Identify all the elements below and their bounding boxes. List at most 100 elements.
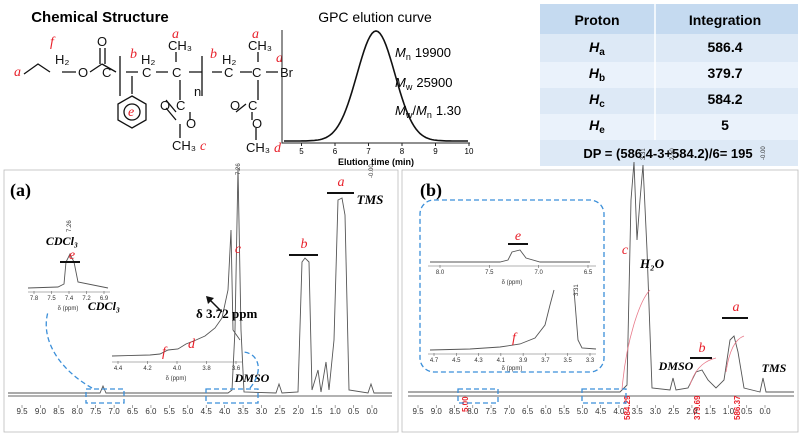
gpc-stat: Mw/Mn 1.30: [395, 103, 461, 120]
table-cell: Hb: [589, 65, 605, 84]
solvent: H₂O: [639, 256, 665, 271]
tick-label: 4.5: [452, 358, 461, 364]
atom: H₂: [55, 52, 69, 67]
zoom-box: [581, 388, 627, 404]
peak-letter: b: [699, 341, 706, 356]
peak-letter: c: [622, 243, 629, 258]
tick-label: 3.6: [232, 366, 241, 372]
tick-label: 5.5: [164, 407, 176, 416]
peak-letter: f: [162, 345, 168, 360]
tick-label: 6: [333, 147, 338, 156]
tick-label: 5.5: [559, 407, 571, 416]
proton-sub: b: [599, 73, 605, 84]
inset-spectrum: [429, 289, 597, 351]
atom: CH₃: [246, 140, 270, 155]
tick-label: 8.5: [449, 407, 461, 416]
integral: 586.37: [733, 395, 742, 420]
proton-letter: a: [276, 51, 283, 66]
table-cell: 379.7: [707, 65, 742, 81]
peak-label: -0.00: [369, 164, 375, 178]
panel-label: (b): [420, 180, 442, 201]
phenyl: [117, 95, 147, 129]
proton-letter: a: [14, 65, 21, 80]
tick-label: 4.3: [474, 358, 483, 364]
peak-letter: a: [338, 175, 345, 190]
tick-label: 7.8: [30, 296, 39, 302]
tick-label: 7.5: [485, 270, 494, 276]
proton-symbol: H: [589, 65, 600, 81]
atom: C: [252, 65, 261, 80]
peak-letter: a: [733, 300, 740, 315]
peak-letter: e: [515, 229, 521, 244]
tick-label: 7.5: [47, 296, 56, 302]
peak-label: 7.26: [236, 163, 242, 175]
proton-sub: c: [599, 99, 605, 110]
atom: C: [248, 98, 257, 113]
bonds: [165, 99, 257, 140]
tick-label: 7.0: [109, 407, 121, 416]
tick-label: 3.7: [541, 358, 550, 364]
proton-letter: b: [130, 47, 137, 62]
tick-label: 6.5: [584, 270, 593, 276]
atom: O: [252, 116, 262, 131]
shift-annotation: δ 3.72 ppm: [196, 306, 257, 321]
integration-table: Proton Integration Ha 586.4 Hb 379.7 Hc 584.2…: [540, 4, 798, 166]
peak-letter: f: [512, 331, 518, 346]
proton-letter: d: [274, 141, 282, 156]
atom: C: [142, 65, 151, 80]
inset-ticks: 7.8 7.5 7.4 7.2 6.9: [30, 291, 109, 302]
tick-label: 6.5: [127, 407, 139, 416]
tick-label: 6.5: [522, 407, 534, 416]
atom: CH₃: [172, 138, 196, 153]
table-cell: 584.2: [707, 91, 742, 107]
atom: O: [78, 65, 88, 80]
tick-label: 8.0: [72, 407, 84, 416]
atom: O: [97, 34, 107, 49]
inset-spectrum: [27, 252, 109, 289]
gpc-title: GPC elution curve: [318, 9, 432, 25]
tick-label: 9.5: [412, 407, 424, 416]
tick-label: 4.4: [114, 366, 123, 372]
table-cell: Ha: [589, 39, 605, 58]
tick-label: 9.5: [16, 407, 28, 416]
atom: n: [194, 84, 201, 99]
tick-label: 5.0: [577, 407, 589, 416]
gpc-stat: Mw 25900: [395, 75, 453, 92]
tick-label: 10: [465, 147, 474, 156]
atom: Br: [280, 65, 294, 80]
panel-frame: [3, 169, 399, 433]
proton-symbol: H: [589, 91, 600, 107]
structure-title: Chemical Structure: [31, 9, 169, 26]
gpc-axes: [281, 30, 470, 144]
tick-label: 4.7: [430, 358, 439, 364]
proton-letter: e: [128, 105, 134, 120]
integral-curve: [621, 289, 745, 391]
proton-letter: a: [172, 27, 179, 42]
peak-label: 3.31: [641, 148, 647, 160]
atom: C: [172, 65, 181, 80]
x-ticks: 9.5 9.0 8.5 8.0 7.5 7.0 6.5 6.0 5.5 5.0 4.5 4.0 3.5 3…: [16, 405, 378, 416]
peak-letter: b: [301, 237, 308, 252]
tick-label: 8.0: [467, 407, 479, 416]
inset-spectrum: [111, 229, 241, 357]
solvent: TMS: [762, 361, 787, 375]
inset-x-label: δ (ppm): [166, 376, 187, 382]
tick-label: 6.0: [145, 407, 157, 416]
table-row-bg: [540, 62, 798, 88]
inset-spectrum: [430, 249, 590, 263]
solvent: CDCl₃: [88, 299, 120, 313]
tick-label: 8.0: [436, 270, 445, 276]
table-footer: DP = (586.4-3+584.2)/6= 195: [583, 146, 752, 161]
atom: CH₃: [248, 38, 272, 53]
table-cell: He: [589, 117, 605, 136]
peak-label: 7.26: [67, 220, 73, 232]
proton-letter: c: [200, 139, 207, 154]
solvent: CDCl₃: [46, 234, 78, 248]
tick-label: 1.0: [723, 407, 735, 416]
atom: H₂: [222, 52, 236, 67]
gpc-curve: [284, 30, 468, 142]
zoom-arrow: [241, 351, 259, 389]
tick-label: 3.5: [564, 358, 573, 364]
inset-box: [419, 199, 605, 373]
